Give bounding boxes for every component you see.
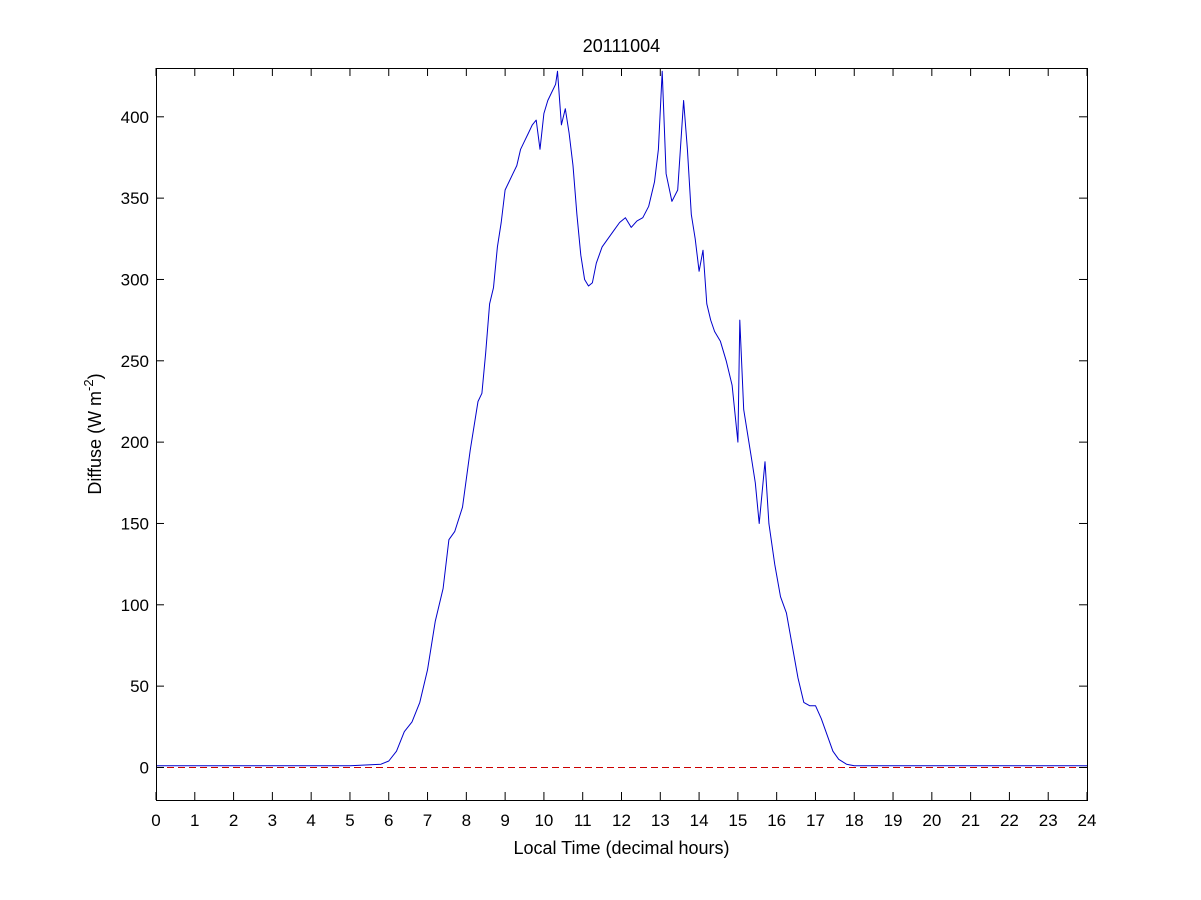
x-axis-title: Local Time (decimal hours): [513, 838, 729, 858]
x-tick-label: 13: [651, 811, 670, 830]
x-tick-label: 3: [268, 811, 277, 830]
y-tick-label: 400: [121, 108, 149, 127]
x-tick-label: 10: [534, 811, 553, 830]
y-axis-title: Diffuse (W m-2): [81, 373, 105, 494]
x-tick-label: 21: [961, 811, 980, 830]
y-tick-label: 0: [140, 758, 149, 777]
y-tick-label: 250: [121, 352, 149, 371]
x-tick-label: 5: [345, 811, 354, 830]
x-tick-label: 0: [151, 811, 160, 830]
diffuse-series-line: [156, 70, 1087, 767]
x-tick-label: 17: [806, 811, 825, 830]
x-tick-label: 2: [229, 811, 238, 830]
y-tick-label: 200: [121, 433, 149, 452]
y-tick-label: 50: [130, 677, 149, 696]
x-tick-label: 7: [423, 811, 432, 830]
x-tick-label: 12: [612, 811, 631, 830]
x-tick-label: 4: [306, 811, 315, 830]
x-tick-label: 11: [574, 811, 592, 830]
chart-title: 20111004: [583, 36, 660, 56]
x-tick-label: 8: [462, 811, 471, 830]
x-tick-label: 19: [884, 811, 903, 830]
x-tick-label: 6: [384, 811, 393, 830]
x-tick-label: 1: [190, 811, 199, 830]
y-tick-label: 300: [121, 270, 149, 289]
x-tick-label: 16: [767, 811, 786, 830]
x-tick-label: 22: [1000, 811, 1019, 830]
y-axis-title-superscript: -2: [81, 379, 96, 391]
y-axis-title-close: ): [85, 373, 105, 379]
x-tick-label: 18: [845, 811, 864, 830]
x-tick-label: 14: [690, 811, 709, 830]
plot-area: [156, 68, 1087, 800]
y-tick-label: 100: [121, 596, 149, 615]
tick-layer: 0 1 2 3 4 5 6 7 8 9 10 11 12 13 14 15 16 17 18 19 20 21 22 23 24…: [121, 68, 1097, 830]
x-tick-label: 9: [500, 811, 509, 830]
y-axis-title-main: Diffuse (W m: [85, 391, 105, 495]
x-tick-label: 24: [1078, 811, 1097, 830]
x-tick-label: 15: [728, 811, 747, 830]
x-tick-label: 23: [1039, 811, 1058, 830]
y-tick-label: 150: [121, 514, 149, 533]
series-layer: [156, 70, 1087, 768]
y-tick-label: 350: [121, 189, 149, 208]
x-tick-label: 20: [922, 811, 941, 830]
